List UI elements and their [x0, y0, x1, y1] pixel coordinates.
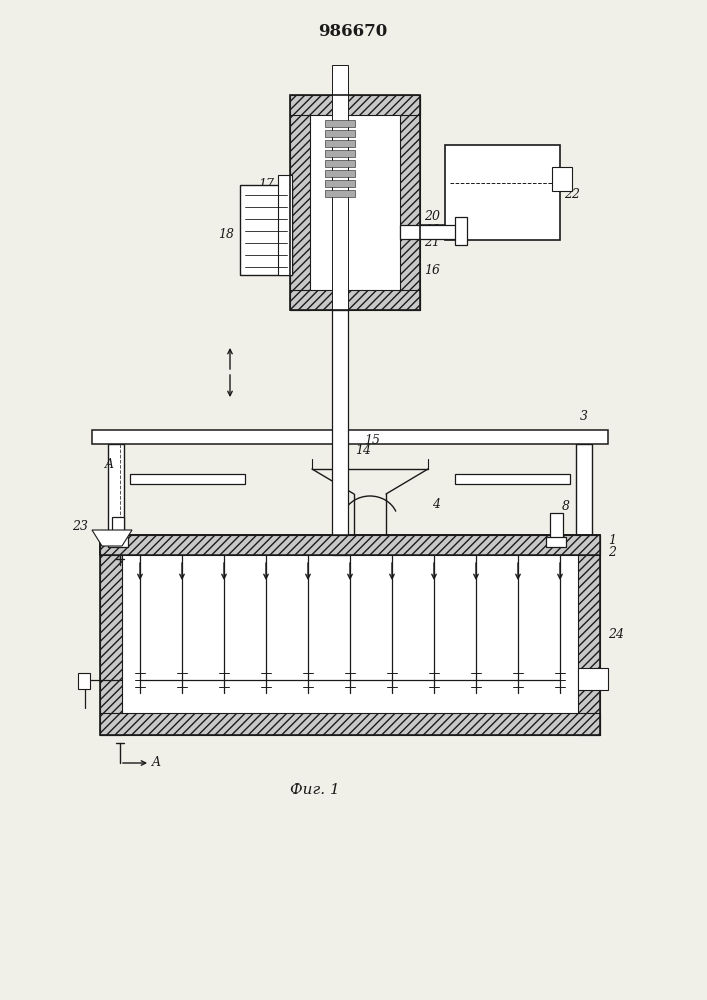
Bar [278, 175, 292, 275]
Polygon shape [92, 530, 132, 546]
Bar [552, 167, 572, 191]
Text: Фиг. 1: Фиг. 1 [290, 783, 340, 797]
Bar [100, 535, 600, 735]
Text: A: A [152, 756, 161, 770]
Text: 16: 16 [424, 263, 440, 276]
Bar [290, 290, 420, 310]
Text: 21: 21 [424, 236, 440, 249]
Text: 8: 8 [562, 500, 570, 514]
Bar [325, 170, 355, 177]
Text: 3: 3 [580, 410, 588, 422]
Bar [108, 444, 124, 535]
Bar [100, 535, 600, 555]
Bar [290, 95, 420, 115]
Bar [108, 537, 128, 547]
Bar [576, 444, 592, 535]
Bar [310, 115, 400, 290]
Bar [100, 535, 122, 735]
Text: 22: 22 [564, 188, 580, 202]
Bar [92, 430, 608, 444]
Bar [578, 535, 600, 735]
Bar [325, 130, 355, 137]
Bar [332, 310, 348, 555]
Text: A: A [105, 458, 114, 472]
Bar [122, 535, 578, 713]
Text: 1: 1 [608, 534, 616, 548]
Text: 2: 2 [608, 546, 616, 560]
Bar [578, 668, 608, 690]
Text: 986670: 986670 [318, 23, 387, 40]
Text: 17: 17 [258, 178, 274, 192]
Text: 14: 14 [355, 444, 371, 456]
Bar [100, 713, 600, 735]
Bar [455, 217, 467, 245]
Text: 23: 23 [72, 520, 88, 534]
Text: 19: 19 [424, 224, 440, 236]
Bar [325, 150, 355, 157]
Text: 24: 24 [608, 629, 624, 642]
Bar [325, 140, 355, 147]
Bar [445, 145, 560, 240]
Bar [290, 95, 420, 310]
Text: 15: 15 [364, 434, 380, 446]
Text: 20: 20 [424, 211, 440, 224]
Bar [400, 225, 465, 239]
Bar [78, 673, 90, 689]
Bar [400, 95, 420, 310]
Text: 10: 10 [98, 546, 114, 560]
Text: 4: 4 [432, 497, 440, 510]
Bar [550, 513, 563, 541]
Text: 18: 18 [218, 229, 234, 241]
Bar [130, 474, 245, 484]
Bar [455, 474, 570, 484]
Bar [325, 180, 355, 187]
Bar [290, 95, 310, 310]
Bar [112, 517, 124, 541]
Bar [325, 160, 355, 167]
Bar [332, 65, 348, 310]
Bar [325, 120, 355, 127]
Bar [546, 537, 566, 547]
Bar [325, 190, 355, 197]
Bar [240, 185, 292, 275]
Bar [100, 535, 600, 555]
